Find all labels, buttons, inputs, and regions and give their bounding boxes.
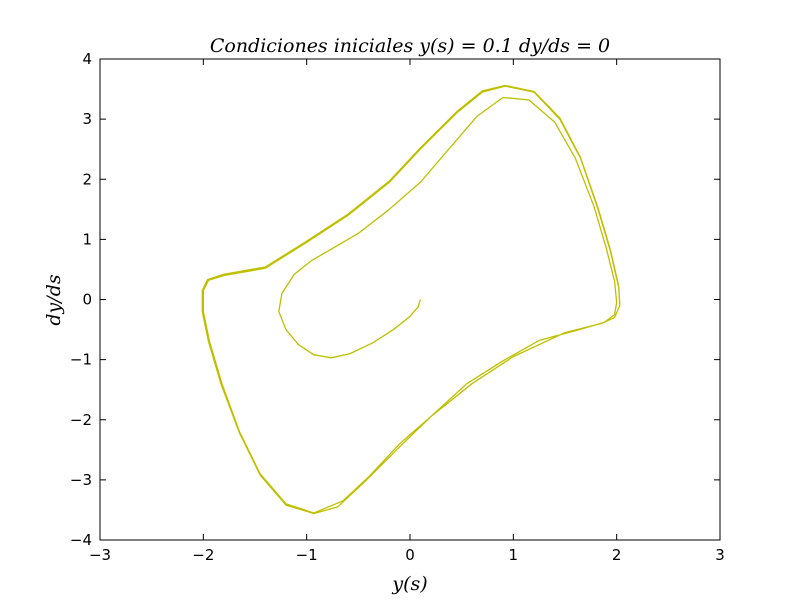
- y-tick-label: 2: [82, 170, 92, 188]
- y-tick-label: 1: [82, 230, 92, 248]
- y-tick-label: 4: [82, 50, 92, 68]
- y-tick-label: −1: [70, 351, 92, 369]
- x-tick-label: 1: [509, 546, 519, 564]
- series-line-0: [201, 84, 621, 515]
- x-tick-label: −3: [89, 546, 111, 564]
- chart-title: Condiciones iniciales y(s) = 0.1 dy/ds =…: [210, 35, 610, 57]
- x-tick-label: −1: [296, 546, 318, 564]
- x-tick-label: 3: [715, 546, 725, 564]
- y-tick-label: −2: [70, 411, 92, 429]
- y-tick-label: 0: [82, 291, 92, 309]
- x-axis-ticks: −3 −2 −1 0 1 2 3: [89, 59, 725, 564]
- y-tick-label: −4: [70, 531, 92, 549]
- plot-frame: [99, 58, 721, 541]
- y-axis-label: dy/ds: [43, 274, 65, 325]
- x-axis-label: y(s): [391, 573, 427, 595]
- y-axis-ticks: −4 −3 −2 −1 0 1 2 3 4: [70, 50, 720, 549]
- x-tick-label: 2: [612, 546, 622, 564]
- y-tick-label: 3: [82, 110, 92, 128]
- series-layer: [201, 84, 621, 515]
- y-tick-label: −3: [70, 471, 92, 489]
- x-tick-label: −2: [192, 546, 214, 564]
- x-tick-label: 0: [405, 546, 415, 564]
